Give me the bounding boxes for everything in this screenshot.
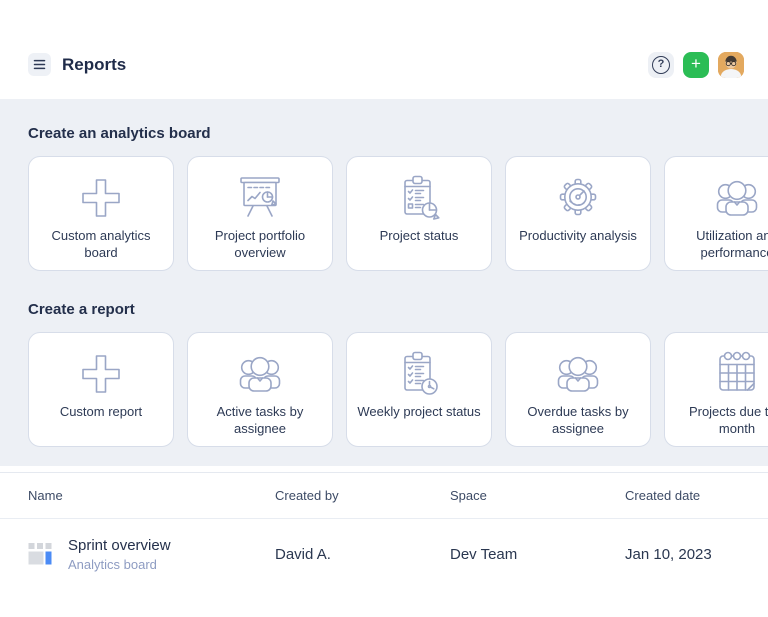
column-header-created-date: Created date (625, 488, 701, 503)
question-circle-icon: ? (652, 55, 670, 74)
card-projects-due-this-month[interactable]: Projects due this month (664, 332, 768, 447)
people-group-icon (232, 345, 288, 403)
top-header: Reports ? + (0, 0, 768, 99)
plus-icon (73, 169, 129, 227)
avatar[interactable] (718, 51, 744, 78)
column-header-name: Name (28, 488, 63, 503)
analytics-board-section-heading: Create an analytics board (28, 125, 211, 142)
report-type-label: Analytics board (68, 556, 157, 572)
reports-table: Name Created by Space Created date Sprin… (0, 472, 768, 589)
clipboard-pie-icon (391, 169, 447, 227)
card-active-tasks-by-assignee[interactable]: Active tasks by assignee (187, 332, 333, 447)
table-row[interactable]: Sprint overview Analytics board David A.… (0, 519, 768, 589)
clipboard-clock-icon (391, 345, 447, 403)
page-title: Reports (62, 54, 127, 74)
card-custom-analytics-board[interactable]: Custom analytics board (28, 156, 174, 271)
card-project-status[interactable]: Project status (346, 156, 492, 271)
card-project-portfolio-overview[interactable]: Project portfolio overview (187, 156, 333, 271)
menu-button[interactable] (28, 53, 51, 76)
report-name-cell: Sprint overview Analytics board (28, 537, 275, 572)
calendar-icon (709, 345, 765, 403)
card-weekly-project-status[interactable]: Weekly project status (346, 332, 492, 447)
card-custom-report[interactable]: Custom report (28, 332, 174, 447)
space-cell: Dev Team (450, 545, 518, 563)
create-panel: Create an analytics board Custom analyti… (0, 99, 768, 466)
card-productivity-analysis[interactable]: Productivity analysis (505, 156, 651, 271)
report-name-link[interactable]: Sprint overview (68, 536, 171, 554)
analytics-board-icon (28, 543, 52, 565)
card-utilization-and-performance[interactable]: Utilization and performance (664, 156, 768, 271)
help-button[interactable]: ? (648, 51, 674, 78)
report-cards: Custom report Active tasks by assignee (28, 332, 768, 447)
gear-gauge-icon (550, 169, 606, 227)
people-group-icon (709, 169, 765, 227)
plus-icon: + (691, 54, 701, 73)
people-group-icon (550, 345, 606, 403)
created-date-cell: Jan 10, 2023 (625, 545, 712, 563)
table-header-row: Name Created by Space Created date (0, 473, 768, 519)
column-header-space: Space (450, 488, 487, 503)
presentation-chart-icon (232, 169, 288, 227)
created-by-cell: David A. (275, 545, 331, 563)
report-section-heading: Create a report (28, 301, 135, 318)
analytics-board-cards: Custom analytics board (28, 156, 768, 271)
hamburger-icon (33, 59, 46, 70)
card-overdue-tasks-by-assignee[interactable]: Overdue tasks by assignee (505, 332, 651, 447)
add-button[interactable]: + (683, 51, 709, 78)
column-header-created-by: Created by (275, 488, 339, 503)
avatar-image (718, 51, 744, 78)
plus-icon (73, 345, 129, 403)
